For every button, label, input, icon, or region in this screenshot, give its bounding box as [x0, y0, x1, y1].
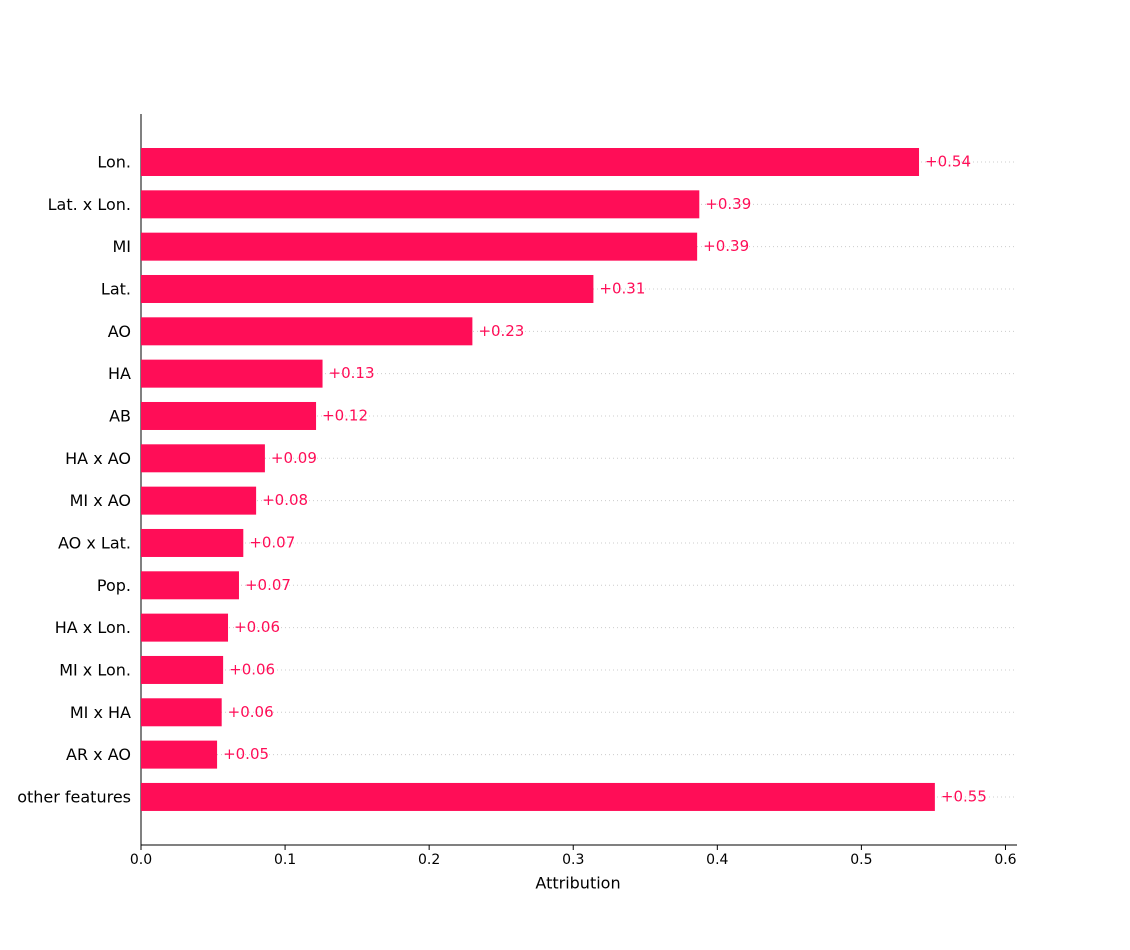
bar [141, 740, 218, 769]
value-label: +0.05 [223, 745, 269, 763]
x-tick-label: 0.5 [850, 852, 872, 868]
y-tick-label: Lat. [101, 279, 131, 298]
x-tick-label: 0.6 [994, 852, 1016, 868]
value-label: +0.06 [228, 703, 274, 721]
y-tick-label: Pop. [97, 576, 131, 595]
y-tick-label: other features [17, 787, 131, 806]
bar [141, 698, 222, 727]
y-tick-label: HA x Lon. [55, 618, 131, 637]
x-tick-label: 0.4 [706, 852, 728, 868]
bar [141, 190, 700, 219]
bar [141, 274, 594, 303]
value-label: +0.13 [329, 364, 375, 382]
value-label: +0.08 [262, 491, 308, 509]
bar [141, 359, 323, 388]
x-tick-label: 0.2 [418, 852, 440, 868]
y-tick-label: AR x AO [66, 745, 131, 764]
y-tick-label: AO [108, 322, 131, 341]
bar [141, 528, 244, 557]
value-label: +0.07 [249, 533, 295, 551]
y-tick-label: MI x Lon. [59, 660, 131, 679]
value-label: +0.31 [599, 279, 645, 297]
y-tick-label: Lat. x Lon. [48, 195, 131, 214]
y-tick-label: MI x HA [70, 703, 131, 722]
y-tick-label: HA x AO [65, 449, 131, 468]
value-label: +0.54 [925, 153, 971, 171]
value-label: +0.06 [229, 660, 275, 678]
value-label: +0.07 [245, 576, 291, 594]
value-label: +0.06 [234, 618, 280, 636]
bar [141, 613, 229, 642]
bar [141, 401, 317, 430]
bar [141, 444, 265, 473]
value-label: +0.55 [941, 787, 987, 805]
bar [141, 317, 473, 346]
x-tick-label: 0.1 [274, 852, 296, 868]
value-label: +0.39 [703, 237, 749, 255]
y-tick-label: HA [108, 364, 131, 383]
y-tick-label: AO x Lat. [58, 533, 131, 552]
y-tick-label: Lon. [97, 153, 131, 172]
value-label: +0.23 [478, 322, 524, 340]
y-tick-label: MI [112, 237, 131, 256]
x-axis-label: Attribution [535, 874, 620, 893]
y-tick-label: MI x AO [70, 491, 131, 510]
bar [141, 655, 224, 684]
bar [141, 148, 920, 176]
x-tick-label: 0.3 [562, 852, 584, 868]
value-label: +0.12 [322, 406, 368, 424]
x-tick-label: 0.0 [130, 852, 152, 868]
value-label: +0.39 [705, 195, 751, 213]
y-tick-label: AB [109, 406, 131, 425]
bar [141, 486, 257, 515]
bar [141, 571, 239, 600]
bar [141, 232, 698, 261]
bar [141, 782, 935, 811]
value-label: +0.09 [271, 449, 317, 467]
